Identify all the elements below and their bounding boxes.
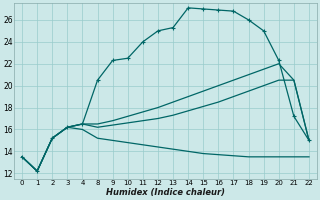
X-axis label: Humidex (Indice chaleur): Humidex (Indice chaleur): [106, 188, 225, 197]
